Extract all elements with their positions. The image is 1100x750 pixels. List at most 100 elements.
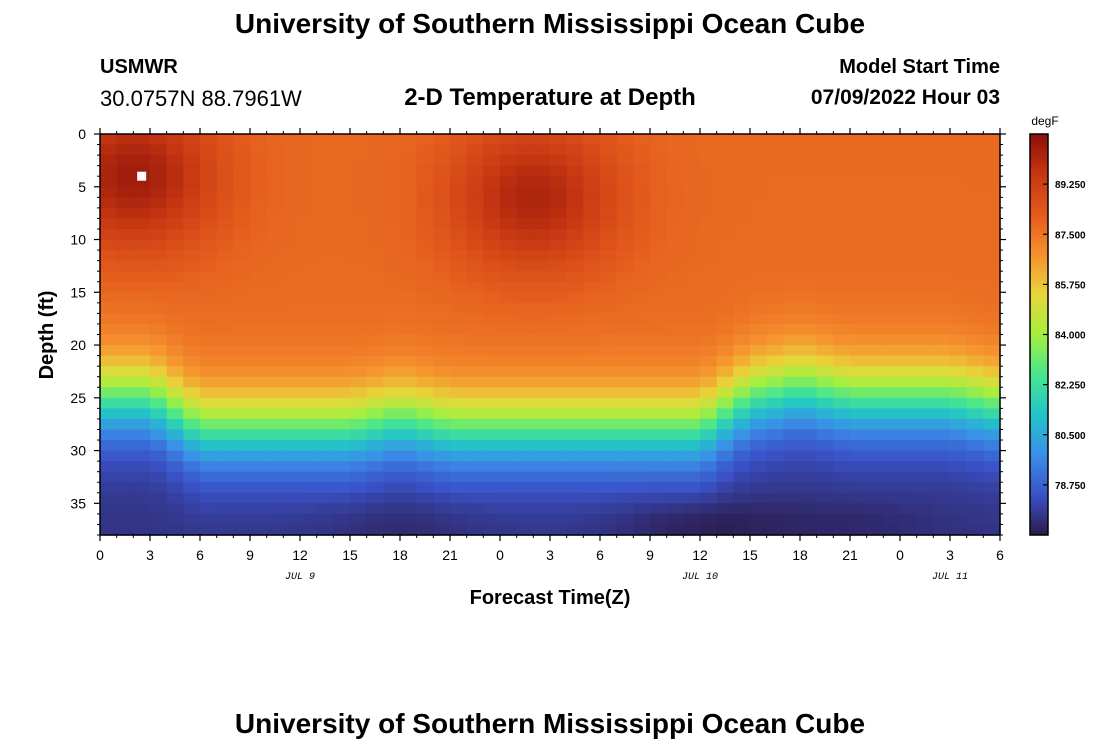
- heatmap-cell: [516, 186, 534, 198]
- heatmap-cell: [700, 334, 718, 346]
- heatmap-cell: [716, 292, 734, 304]
- heatmap-cell: [516, 503, 534, 515]
- heatmap-cell: [850, 197, 868, 209]
- heatmap-cell: [600, 355, 618, 367]
- heatmap-cell: [866, 197, 884, 209]
- heatmap-cell: [616, 513, 634, 526]
- heatmap-cell: [466, 292, 484, 304]
- heatmap-cell: [800, 228, 818, 241]
- heatmap-cell: [783, 250, 801, 262]
- heatmap-cell: [500, 471, 518, 483]
- heatmap-cell: [450, 408, 468, 420]
- heatmap-cell: [333, 366, 351, 378]
- heatmap-cell: [783, 503, 801, 515]
- heatmap-cell: [916, 218, 934, 230]
- heatmap-cell: [350, 450, 368, 462]
- heatmap-cell: [483, 134, 501, 146]
- heatmap-cell: [400, 376, 418, 388]
- heatmap-cell: [150, 429, 168, 441]
- heatmap-cell: [116, 387, 134, 399]
- heatmap-cell: [283, 313, 301, 325]
- heatmap-cell: [433, 450, 451, 462]
- heatmap-cell: [833, 271, 851, 283]
- heatmap-cell: [216, 513, 234, 526]
- heatmap-cell: [533, 271, 551, 283]
- heatmap-cell: [866, 366, 884, 378]
- heatmap-cell: [383, 376, 401, 388]
- heatmap-cell: [166, 197, 184, 209]
- heatmap-cell: [283, 155, 301, 167]
- heatmap-cell: [350, 250, 368, 262]
- heatmap-cell: [283, 492, 301, 504]
- heatmap-cell: [300, 524, 318, 536]
- heatmap-cell: [633, 144, 651, 156]
- heatmap-cell: [450, 281, 468, 293]
- heatmap-cell: [300, 144, 318, 156]
- heatmap-cell: [450, 313, 468, 325]
- heatmap-cell: [700, 144, 718, 156]
- heatmap-cell: [316, 144, 334, 156]
- heatmap-cell: [666, 355, 684, 367]
- heatmap-cell: [516, 313, 534, 325]
- heatmap-cell: [566, 260, 584, 272]
- heatmap-cell: [483, 524, 501, 536]
- heatmap-cell: [150, 176, 168, 188]
- heatmap-cell: [300, 323, 318, 336]
- heatmap-cell: [566, 292, 584, 304]
- heatmap-cell: [383, 345, 401, 357]
- heatmap-cell: [850, 186, 868, 198]
- heatmap-cell: [600, 155, 618, 167]
- heatmap-cell: [183, 524, 201, 536]
- heatmap-cell: [266, 397, 284, 409]
- heatmap-cell: [933, 355, 951, 367]
- heatmap-cell: [533, 461, 551, 473]
- heatmap-cell: [716, 250, 734, 262]
- heatmap-cell: [916, 281, 934, 293]
- heatmap-cell: [683, 218, 701, 230]
- heatmap-cell: [933, 144, 951, 156]
- heatmap-cell: [550, 134, 568, 146]
- heatmap-cell: [483, 176, 501, 188]
- heatmap-cell: [166, 440, 184, 452]
- heatmap-cell: [516, 281, 534, 293]
- heatmap-cell: [250, 313, 268, 325]
- heatmap-cell: [766, 450, 784, 462]
- heatmap-cell: [566, 387, 584, 399]
- heatmap-cell: [933, 271, 951, 283]
- heatmap-cell: [700, 207, 718, 220]
- heatmap-cell: [233, 440, 251, 452]
- heatmap-cell: [183, 313, 201, 325]
- heatmap-cell: [366, 450, 384, 462]
- heatmap-cell: [283, 376, 301, 388]
- heatmap-cell: [766, 323, 784, 336]
- heatmap-cell: [800, 450, 818, 462]
- heatmap-cell: [450, 482, 468, 494]
- heatmap-cell: [300, 482, 318, 494]
- heatmap-cell: [116, 165, 134, 177]
- heatmap-cell: [400, 218, 418, 230]
- heatmap-cell: [466, 513, 484, 526]
- heatmap-cell: [333, 134, 351, 146]
- heatmap-cell: [216, 450, 234, 462]
- colorbar: 78.75080.50082.25084.00085.75087.50089.2…: [1029, 133, 1086, 536]
- heatmap-cell: [400, 186, 418, 198]
- heatmap-cell: [333, 313, 351, 325]
- heatmap-cell: [500, 524, 518, 536]
- heatmap-cell: [200, 155, 218, 167]
- heatmap-cell: [383, 482, 401, 494]
- heatmap-cell: [900, 440, 918, 452]
- heatmap-cell: [550, 155, 568, 167]
- heatmap-cell: [216, 387, 234, 399]
- heatmap-cell: [516, 376, 534, 388]
- heatmap-cell: [466, 155, 484, 167]
- heatmap-cell: [133, 440, 151, 452]
- heatmap-cell: [633, 176, 651, 188]
- heatmap-cell: [566, 524, 584, 536]
- heatmap-cell: [500, 461, 518, 473]
- heatmap-cell: [600, 461, 618, 473]
- heatmap-cell: [316, 302, 334, 314]
- heatmap-cell: [500, 218, 518, 230]
- heatmap-cell: [550, 503, 568, 515]
- heatmap-cell: [166, 313, 184, 325]
